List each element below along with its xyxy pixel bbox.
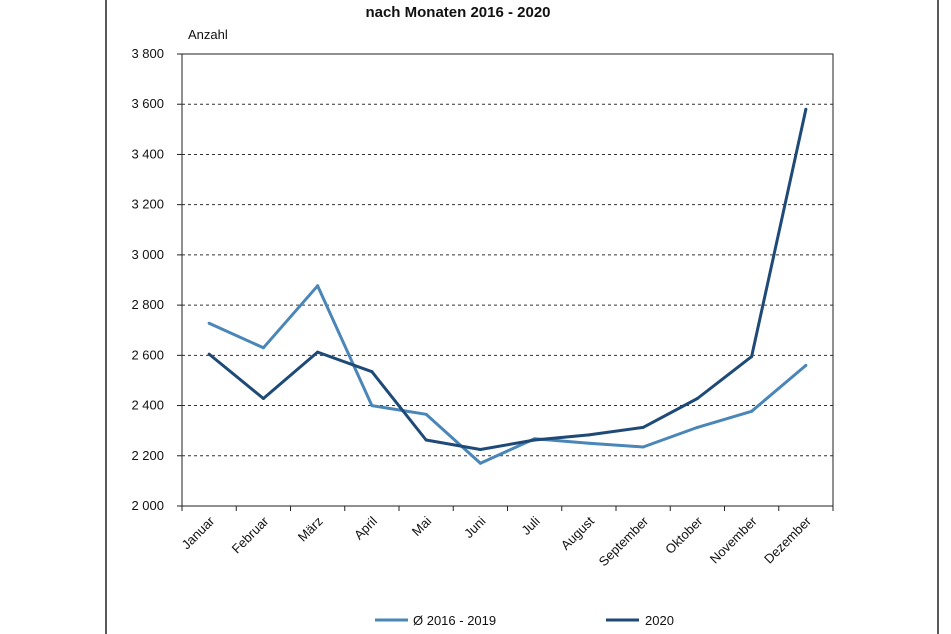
data-point [316,284,320,288]
x-tick-label: Mai [409,513,434,538]
data-point [478,461,482,465]
data-point [478,448,482,451]
y-tick-label: 2 400 [131,398,164,413]
x-tick-label: Dezember [761,513,814,566]
x-tick-label: Februar [229,513,272,556]
y-tick-label: 3 400 [131,146,164,161]
data-point [261,346,265,350]
data-point [641,445,645,449]
series-line-1 [208,108,808,451]
series-line-0 [208,284,807,465]
y-tick-label: 3 800 [131,46,164,61]
grid-lines [182,103,833,457]
data-point [424,438,428,442]
data-point [804,363,808,367]
x-axis-ticks: Januar Februar März April Mai Juni Juli AugustS… [179,506,834,569]
data-point [533,438,537,442]
data-point [641,425,645,429]
y-tick-label: 3 600 [131,96,164,111]
y-tick-label: 2 000 [131,498,164,513]
x-tick-label: September [596,513,652,569]
data-point [207,321,211,325]
data-point [261,397,265,401]
data-point [207,352,211,356]
data-point [424,412,428,416]
x-tick-label: Juni [461,513,489,541]
x-tick-label: August [558,513,597,552]
data-point [695,397,699,401]
x-tick-label: Januar [179,513,218,552]
data-point [370,404,374,408]
data-point [316,350,320,354]
y-tick-label: 3 200 [131,197,164,212]
data-point [750,409,754,413]
data-point [804,107,808,111]
data-point [370,370,374,374]
data-point [750,355,754,359]
x-tick-label: März [295,514,326,545]
series-lines [207,107,808,465]
y-axis-ticks: 2 000 2 200 2 400 2 600 2 800 3 000 3 200 3 400… [131,46,182,513]
data-point [695,425,699,429]
legend-label-avg-2016-2019: Ø 2016 - 2019 [413,613,496,628]
x-tick-label: April [351,513,380,542]
y-tick-label: 2 800 [131,297,164,312]
data-point [587,433,591,437]
x-tick-label: Oktober [662,513,706,557]
y-tick-label: 2 200 [131,448,164,463]
legend: Ø 2016 - 2019 2020 [375,613,674,628]
x-tick-label: November [707,513,760,566]
y-tick-label: 3 000 [131,247,164,262]
plot-area [181,53,834,507]
chart-title: nach Monaten 2016 - 2020 [365,4,550,21]
x-tick-label: Juli [518,513,542,537]
legend-label-2020: 2020 [645,613,674,628]
y-tick-label: 2 600 [131,347,164,362]
y-axis-label: Anzahl [188,27,228,42]
data-point [587,441,591,445]
